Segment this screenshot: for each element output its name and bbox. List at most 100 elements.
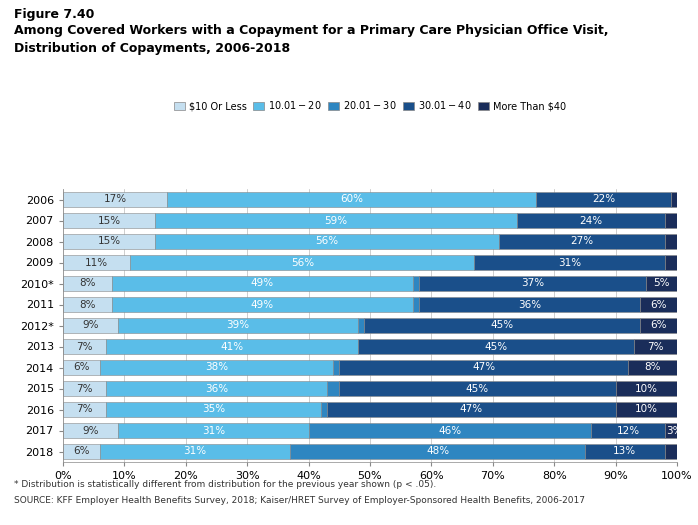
Bar	[419, 297, 640, 312]
Bar	[321, 402, 327, 417]
Text: 7%: 7%	[76, 383, 93, 394]
Text: 15%: 15%	[97, 215, 121, 226]
Text: 45%: 45%	[491, 320, 514, 331]
Bar	[536, 192, 671, 207]
Bar	[118, 423, 309, 438]
Text: 6%: 6%	[73, 446, 89, 457]
Text: 9%: 9%	[82, 320, 98, 331]
Bar	[63, 192, 168, 207]
Text: 36%: 36%	[518, 299, 541, 310]
Bar	[112, 297, 413, 312]
Bar	[63, 423, 118, 438]
Bar	[517, 213, 664, 228]
Text: 35%: 35%	[202, 404, 225, 415]
Text: Among Covered Workers with a Copayment for a Primary Care Physician Office Visit: Among Covered Workers with a Copayment f…	[14, 24, 609, 37]
Text: 12%: 12%	[616, 425, 639, 436]
Text: 38%: 38%	[205, 362, 228, 373]
Bar	[290, 444, 585, 459]
Bar	[664, 213, 677, 228]
Text: 59%: 59%	[325, 215, 348, 226]
Bar	[63, 318, 118, 333]
Bar	[634, 339, 677, 354]
Bar	[131, 255, 475, 270]
Bar	[327, 381, 339, 396]
Text: 6%: 6%	[651, 299, 667, 310]
Text: 39%: 39%	[226, 320, 249, 331]
Text: Figure 7.40: Figure 7.40	[14, 8, 94, 21]
Bar	[100, 444, 290, 459]
Bar	[664, 234, 677, 249]
Text: 3%: 3%	[666, 425, 682, 436]
Text: Distribution of Copayments, 2006-2018: Distribution of Copayments, 2006-2018	[14, 42, 290, 55]
Bar	[339, 360, 628, 375]
Text: 31%: 31%	[184, 446, 207, 457]
Text: 5%: 5%	[653, 278, 670, 289]
Text: 24%: 24%	[579, 215, 602, 226]
Bar	[63, 339, 106, 354]
Bar	[112, 276, 413, 291]
Text: 37%: 37%	[521, 278, 544, 289]
Text: 31%: 31%	[202, 425, 225, 436]
Text: 7%: 7%	[647, 341, 664, 352]
Bar	[357, 318, 364, 333]
Bar	[63, 444, 100, 459]
Bar	[339, 381, 616, 396]
Bar	[628, 360, 677, 375]
Text: 8%: 8%	[79, 299, 96, 310]
Text: 56%: 56%	[315, 236, 339, 247]
Bar	[364, 318, 640, 333]
Text: SOURCE: KFF Employer Health Benefits Survey, 2018; Kaiser/HRET Survey of Employe: SOURCE: KFF Employer Health Benefits Sur…	[14, 496, 585, 505]
Text: 7%: 7%	[76, 341, 93, 352]
Bar	[413, 276, 419, 291]
Bar	[118, 318, 357, 333]
Bar	[646, 276, 677, 291]
Text: 10%: 10%	[635, 404, 658, 415]
Bar	[664, 423, 683, 438]
Text: 11%: 11%	[85, 257, 108, 268]
Bar	[63, 297, 112, 312]
Bar	[106, 402, 321, 417]
Bar	[671, 192, 677, 207]
Text: 7%: 7%	[76, 404, 93, 415]
Text: 46%: 46%	[438, 425, 461, 436]
Text: 31%: 31%	[558, 257, 581, 268]
Text: 13%: 13%	[614, 446, 637, 457]
Text: 8%: 8%	[79, 278, 96, 289]
Bar	[106, 339, 357, 354]
Text: 9%: 9%	[82, 425, 98, 436]
Bar	[100, 360, 333, 375]
Bar	[63, 402, 106, 417]
Bar	[664, 444, 677, 459]
Bar	[155, 213, 517, 228]
Bar	[591, 423, 664, 438]
Text: 27%: 27%	[570, 236, 593, 247]
Bar	[413, 297, 419, 312]
Text: 45%: 45%	[484, 341, 507, 352]
Bar	[475, 255, 664, 270]
Legend: $10 Or Less, $10.01 - $20, $20.01 - $30, $30.01 - $40, More Than $40: $10 Or Less, $10.01 - $20, $20.01 - $30,…	[170, 96, 570, 116]
Bar	[499, 234, 664, 249]
Bar	[106, 381, 327, 396]
Bar	[327, 402, 616, 417]
Text: 56%: 56%	[291, 257, 314, 268]
Bar	[640, 318, 677, 333]
Text: 49%: 49%	[251, 299, 274, 310]
Text: 47%: 47%	[472, 362, 495, 373]
Text: 6%: 6%	[651, 320, 667, 331]
Bar	[616, 402, 677, 417]
Bar	[333, 360, 339, 375]
Text: 17%: 17%	[103, 194, 126, 205]
Text: * Distribution is statistically different from distribution for the previous yea: * Distribution is statistically differen…	[14, 480, 436, 489]
Bar	[640, 297, 677, 312]
Bar	[309, 423, 591, 438]
Text: 60%: 60%	[340, 194, 363, 205]
Bar	[63, 360, 100, 375]
Text: 49%: 49%	[251, 278, 274, 289]
Text: 6%: 6%	[73, 362, 89, 373]
Text: 47%: 47%	[460, 404, 483, 415]
Text: 48%: 48%	[426, 446, 449, 457]
Text: 45%: 45%	[466, 383, 489, 394]
Bar	[63, 234, 155, 249]
Bar	[63, 213, 155, 228]
Bar	[585, 444, 664, 459]
